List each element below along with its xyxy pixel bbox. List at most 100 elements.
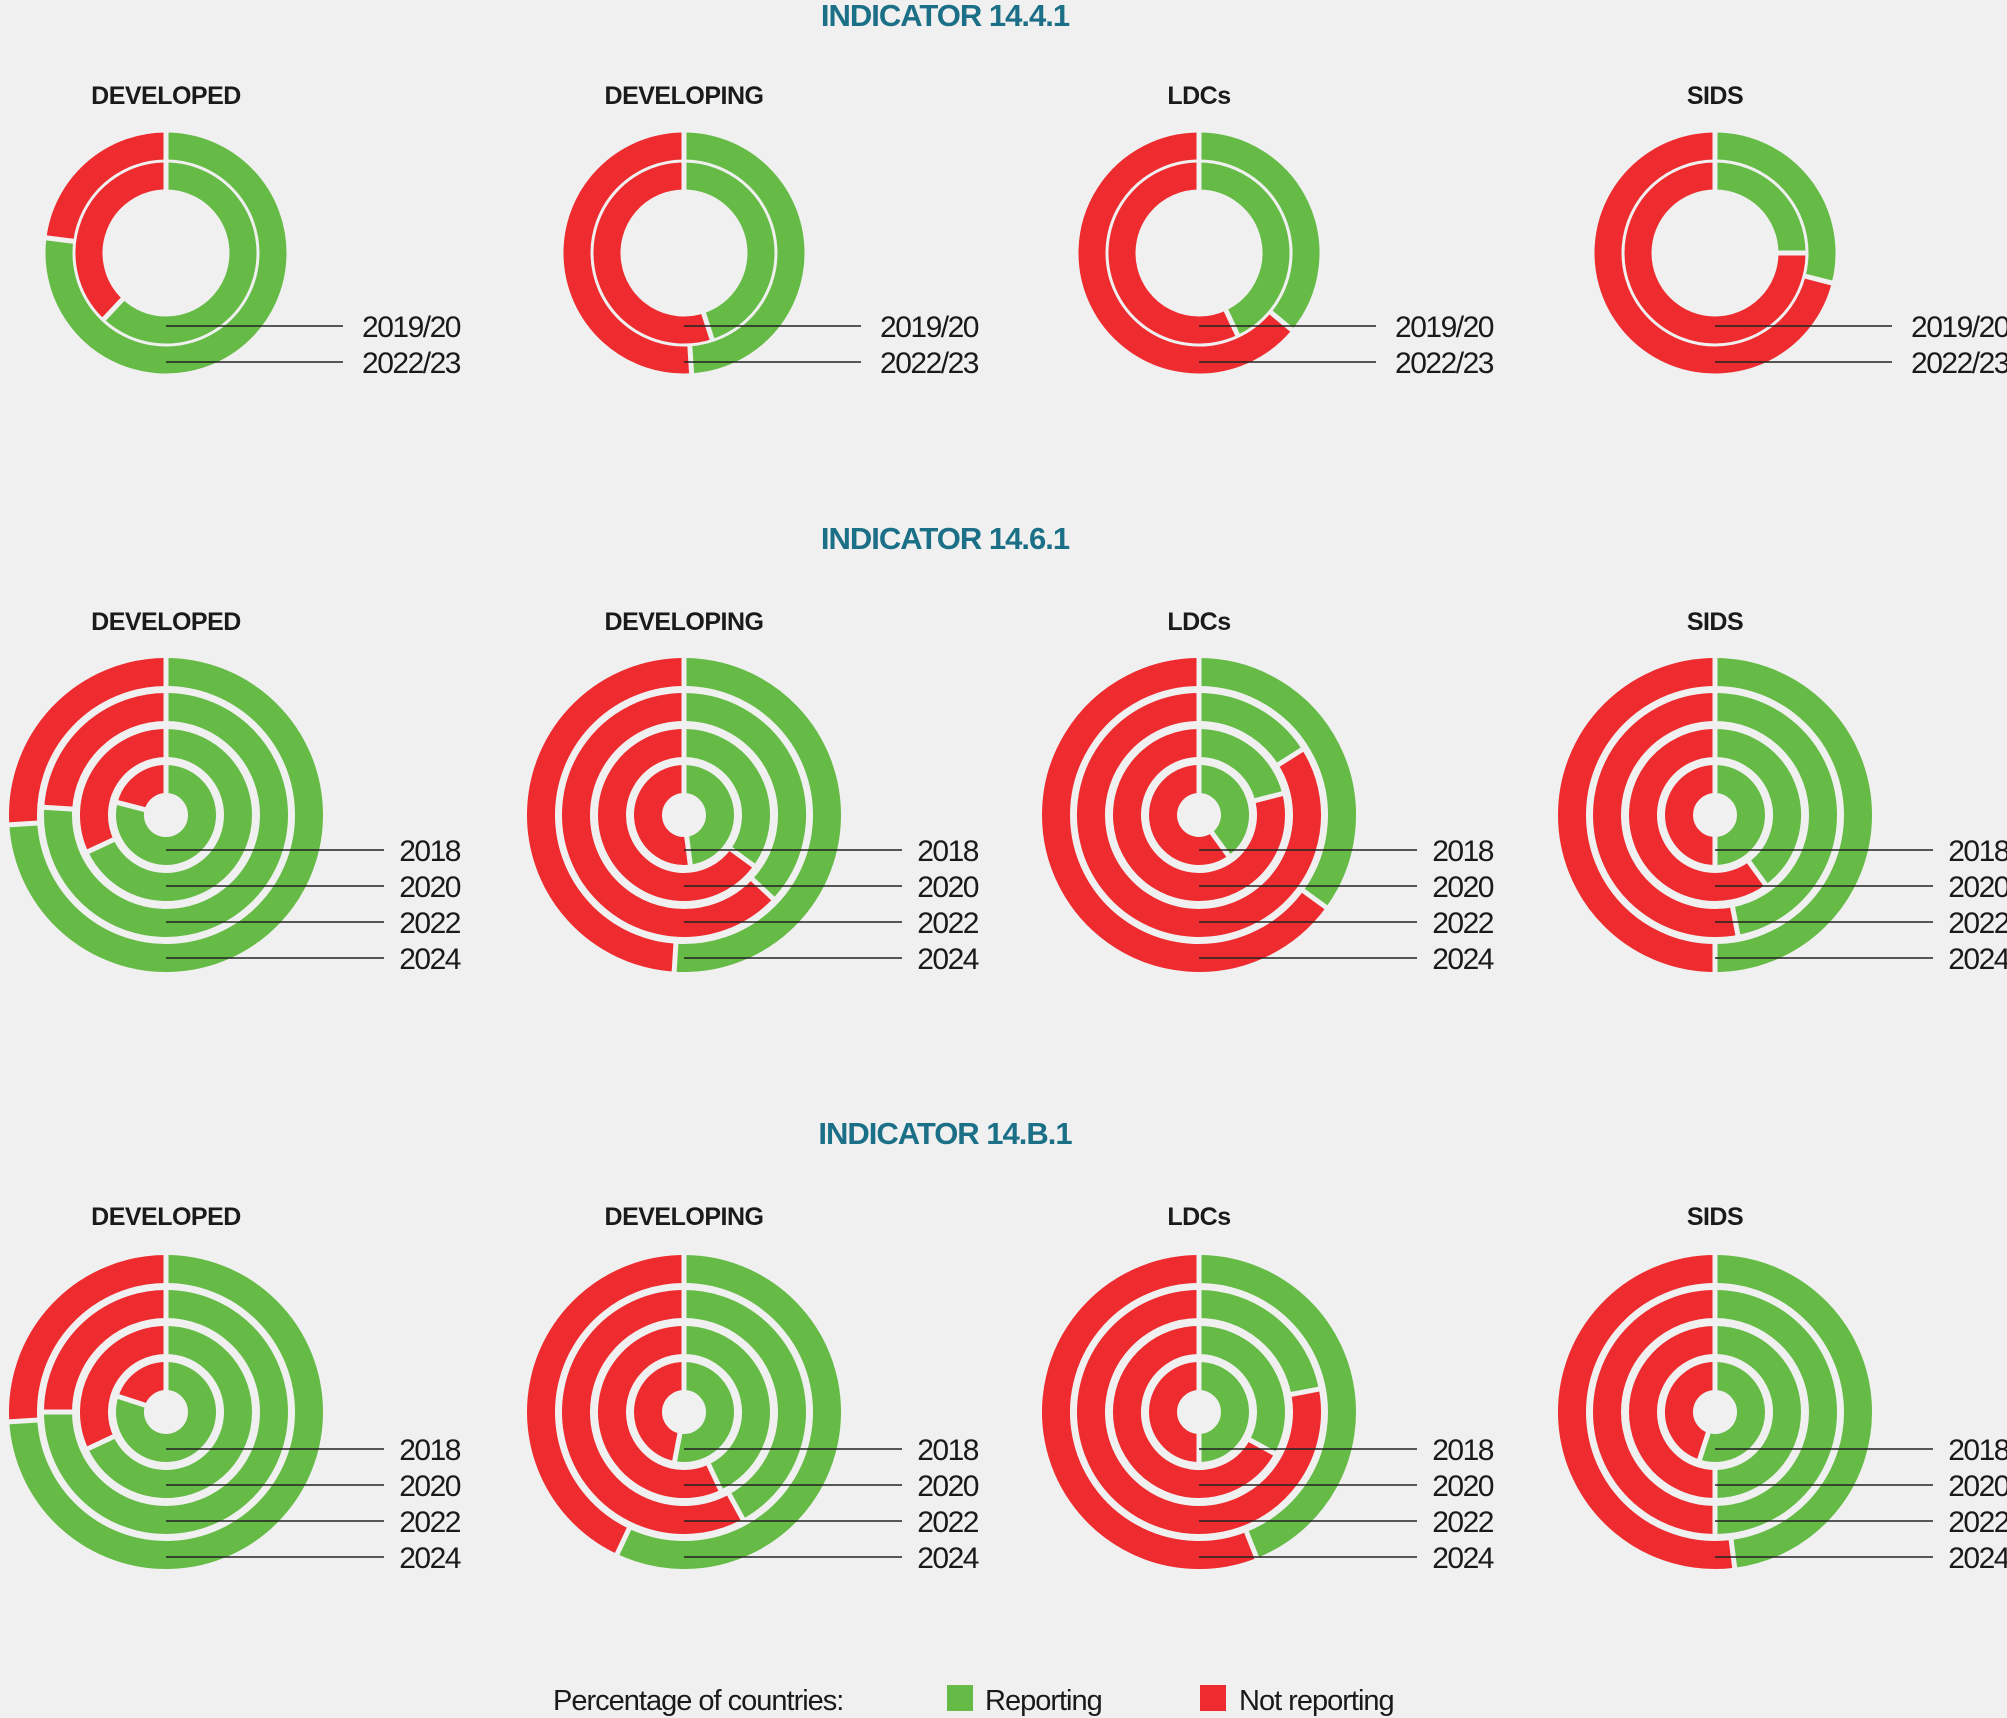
ring-segment-not-reporting bbox=[1113, 1326, 1275, 1498]
ring-segment-reporting bbox=[44, 1290, 288, 1534]
ring-year-label: 2020 bbox=[1432, 1470, 1494, 1503]
ring-segment-not-reporting bbox=[1078, 132, 1292, 374]
ring-year-label: 2020 bbox=[399, 1470, 461, 1503]
segment-separator bbox=[1247, 1437, 1277, 1457]
segment-separator bbox=[614, 1526, 632, 1557]
ring-segment-reporting bbox=[683, 1290, 806, 1519]
ring-year-label: 2024 bbox=[399, 943, 461, 976]
ring-segment-not-reporting bbox=[1594, 132, 1832, 374]
ring-segment-not-reporting bbox=[1665, 1362, 1716, 1460]
ring-segment-not-reporting bbox=[117, 765, 167, 811]
ring-segment-reporting bbox=[1714, 693, 1837, 935]
ring-segment-reporting bbox=[1198, 693, 1303, 765]
ring-year-label: 2022 bbox=[917, 1506, 979, 1539]
ring-segment-reporting bbox=[1714, 729, 1801, 885]
indicator-panel: INDICATOR 14.4.1DEVELOPED2019/202022/23D… bbox=[45, 0, 2007, 380]
ring-segment-reporting bbox=[9, 658, 323, 972]
ring-segment-not-reporting bbox=[634, 765, 691, 865]
ring-segment-reporting bbox=[1714, 765, 1765, 865]
group-label: LDCs bbox=[1167, 1203, 1230, 1231]
segment-separator bbox=[1209, 830, 1231, 858]
ring-segment-reporting bbox=[1198, 658, 1356, 908]
segment-separator bbox=[1289, 1386, 1321, 1398]
indicator-title: INDICATOR 14.B.1 bbox=[818, 1116, 1072, 1151]
group-label: DEVELOPING bbox=[605, 1203, 764, 1231]
ring-year-label: 2024 bbox=[399, 1542, 461, 1575]
ring-year-label: 2022 bbox=[399, 907, 461, 940]
ring-segment-not-reporting bbox=[9, 1255, 167, 1422]
ring-year-label: 2018 bbox=[399, 1434, 461, 1467]
ring-year-label: 2024 bbox=[1432, 1542, 1494, 1575]
segment-separator bbox=[671, 1432, 683, 1463]
group-label: DEVELOPED bbox=[91, 82, 241, 110]
ring-year-label: 2018 bbox=[399, 835, 461, 868]
ring-segment-reporting bbox=[1714, 132, 1836, 283]
ring-segment-reporting bbox=[1198, 1362, 1249, 1462]
ring-segment-not-reporting bbox=[44, 1290, 167, 1413]
ring-year-label: 2022/23 bbox=[880, 347, 979, 380]
ring-segment-reporting bbox=[1198, 132, 1320, 330]
ring-segment-not-reporting bbox=[118, 1362, 167, 1406]
ring-segment-not-reporting bbox=[46, 132, 167, 242]
group-label: DEVELOPED bbox=[91, 1203, 241, 1231]
segment-separator bbox=[1728, 1538, 1738, 1570]
segment-separator bbox=[1243, 1530, 1260, 1560]
group-label: SIDS bbox=[1687, 608, 1743, 636]
legend-label-reporting: Reporting bbox=[985, 1685, 1102, 1717]
ring-year-label: 2022 bbox=[1948, 1506, 2007, 1539]
ring-segment-not-reporting bbox=[44, 693, 167, 810]
ring-year-label: 2024 bbox=[1948, 943, 2007, 976]
ring-segment-reporting bbox=[88, 729, 252, 901]
segment-separator bbox=[1301, 888, 1329, 910]
ring-segment-reporting bbox=[674, 658, 841, 972]
segment-separator bbox=[750, 876, 776, 902]
ring-year-label: 2020 bbox=[917, 871, 979, 904]
ring-segment-not-reporting bbox=[563, 132, 692, 374]
segment-separator bbox=[1253, 790, 1284, 804]
ring-year-label: 2022 bbox=[399, 1506, 461, 1539]
segment-separator bbox=[1268, 310, 1295, 333]
ring-segment-reporting bbox=[116, 1362, 216, 1462]
ring-year-label: 2018 bbox=[917, 835, 979, 868]
indicator-panel: INDICATOR 14.B.1DEVELOPED201820202022202… bbox=[8, 1116, 2007, 1575]
ring-segment-reporting bbox=[1198, 1290, 1319, 1395]
ring-segment-not-reporting bbox=[1593, 693, 1738, 937]
ring-segment-not-reporting bbox=[1629, 1326, 1716, 1498]
legend-swatch-not-reporting bbox=[1200, 1685, 1226, 1711]
ring-year-label: 2020 bbox=[399, 871, 461, 904]
ring-segment-reporting bbox=[1714, 162, 1806, 254]
ring-segment-not-reporting bbox=[9, 658, 167, 825]
ring-segment-not-reporting bbox=[1624, 162, 1806, 344]
segment-separator bbox=[671, 942, 679, 973]
ring-year-label: 2022 bbox=[917, 907, 979, 940]
ring-segment-reporting bbox=[1714, 658, 1872, 972]
ring-year-label: 2024 bbox=[1948, 1542, 2007, 1575]
ring-segment-reporting bbox=[683, 162, 775, 340]
ring-year-label: 2018 bbox=[917, 1434, 979, 1467]
ring-segment-reporting bbox=[1198, 729, 1283, 802]
ring-year-label: 2018 bbox=[1432, 835, 1494, 868]
ring-year-label: 2018 bbox=[1432, 1434, 1494, 1467]
ring-year-label: 2020 bbox=[917, 1470, 979, 1503]
segment-separator bbox=[86, 837, 116, 855]
ring-segment-not-reporting bbox=[634, 1362, 685, 1462]
ring-year-label: 2022/23 bbox=[1911, 347, 2007, 380]
ring-segment-reporting bbox=[1714, 1255, 1872, 1568]
ring-year-label: 2020 bbox=[1948, 1470, 2007, 1503]
legend-swatch-reporting bbox=[947, 1685, 973, 1711]
segment-separator bbox=[1276, 746, 1305, 768]
group-label: DEVELOPING bbox=[605, 82, 764, 110]
ring-segment-not-reporting bbox=[75, 162, 167, 319]
ring-segment-reporting bbox=[674, 1362, 734, 1462]
ring-segment-reporting bbox=[1714, 1290, 1837, 1534]
ring-year-label: 2020 bbox=[1948, 871, 2007, 904]
ring-year-label: 2018 bbox=[1948, 1434, 2007, 1467]
ring-segment-reporting bbox=[1714, 1326, 1801, 1498]
ring-year-label: 2022/23 bbox=[362, 347, 461, 380]
ring-year-label: 2019/20 bbox=[1395, 311, 1494, 344]
ring-segment-not-reporting bbox=[562, 1290, 743, 1534]
